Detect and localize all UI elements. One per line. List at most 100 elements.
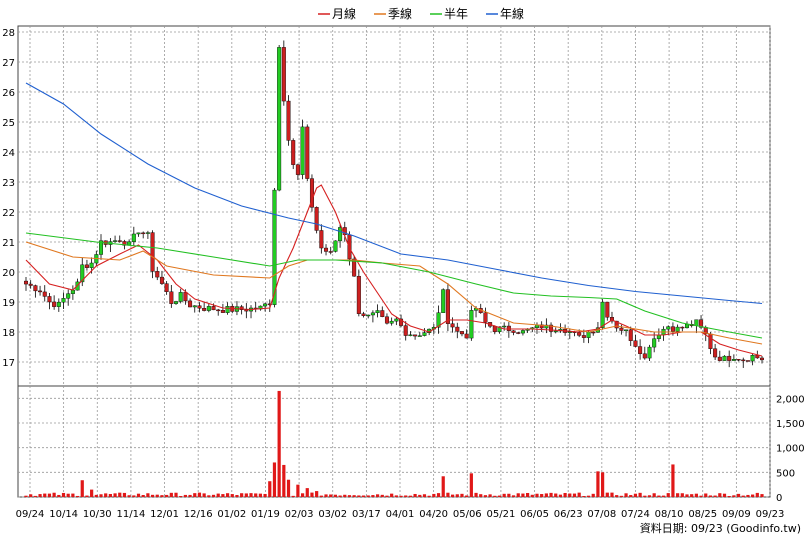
volume-bar xyxy=(202,493,206,497)
candle-body xyxy=(314,207,319,231)
volume-bar xyxy=(521,493,525,497)
date-tick-label: 12/01 xyxy=(150,509,179,520)
candle-body xyxy=(722,355,727,361)
volume-bar xyxy=(422,494,427,497)
candle-body xyxy=(89,262,94,268)
volume-bar xyxy=(315,491,319,497)
volume-bar xyxy=(436,493,441,497)
candle-body xyxy=(633,340,638,347)
volume-bar xyxy=(493,495,497,497)
candle-body xyxy=(399,318,404,326)
candle-body xyxy=(549,324,554,332)
candle-body xyxy=(197,305,202,309)
date-tick-label: 07/24 xyxy=(621,509,650,520)
volume-bar xyxy=(474,492,478,497)
candle-body xyxy=(760,357,765,361)
volume-bar xyxy=(272,462,277,497)
volume-bar xyxy=(118,492,122,497)
candle-body xyxy=(216,309,221,312)
volume-bar xyxy=(43,493,47,497)
candle-body xyxy=(192,305,197,308)
volume-bar xyxy=(507,493,511,497)
volume-bar xyxy=(165,494,169,497)
volume-bar xyxy=(680,493,684,497)
volume-tick-label: 0 xyxy=(776,493,782,504)
candle-body xyxy=(159,276,164,284)
volume-bar xyxy=(169,492,173,497)
volume-bar xyxy=(441,476,445,497)
volume-bar xyxy=(554,493,558,497)
candle-body xyxy=(263,303,268,307)
candle-body xyxy=(356,275,361,314)
candle-body xyxy=(211,306,216,311)
candle-body xyxy=(155,271,160,278)
candle-body xyxy=(717,356,722,361)
candle-body xyxy=(619,327,624,331)
price-tick-label: 27 xyxy=(2,58,15,69)
volume-bar xyxy=(371,495,375,497)
volume-bar xyxy=(230,494,234,497)
candle-body xyxy=(450,323,455,328)
candle-body xyxy=(605,301,610,318)
volume-bar xyxy=(652,493,656,497)
candle-body xyxy=(75,281,80,291)
volume-bar xyxy=(333,494,338,497)
candle-body xyxy=(174,301,179,304)
date-tick-label: 09/09 xyxy=(722,509,751,520)
volume-bar xyxy=(708,495,713,497)
volume-bar xyxy=(418,494,422,497)
volume-bar xyxy=(408,495,413,497)
candle-body xyxy=(380,310,385,317)
volume-bar xyxy=(511,495,516,497)
candle-body xyxy=(319,230,324,249)
volume-bar xyxy=(277,390,281,497)
candle-body xyxy=(553,330,558,333)
volume-bar xyxy=(751,494,755,497)
candle-body xyxy=(684,324,689,329)
volume-bar xyxy=(577,492,581,497)
volume-bar xyxy=(460,493,464,497)
volume-bar xyxy=(132,495,136,497)
volume-bar xyxy=(352,495,356,497)
volume-bar xyxy=(324,494,328,497)
candle-body xyxy=(291,140,296,165)
candle-body xyxy=(403,325,408,336)
candle-body xyxy=(520,330,525,334)
volume-bar xyxy=(657,495,661,497)
price-tick-label: 26 xyxy=(2,88,15,99)
price-tick-label: 17 xyxy=(2,358,15,369)
candle-body xyxy=(225,306,230,313)
volume-bar xyxy=(244,493,248,497)
volume-bar xyxy=(488,494,492,497)
candle-body xyxy=(699,319,704,328)
volume-bar xyxy=(544,493,548,497)
candle-body xyxy=(600,301,605,328)
candle-body xyxy=(169,291,174,304)
volume-bar xyxy=(146,493,150,497)
candle-body xyxy=(375,310,380,314)
volume-bar xyxy=(29,494,33,497)
price-tick-label: 20 xyxy=(2,268,15,279)
candle-body xyxy=(713,348,718,358)
date-tick-label: 01/19 xyxy=(251,509,280,520)
volume-bar xyxy=(572,493,577,497)
candle-body xyxy=(244,309,249,312)
date-tick-label: 03/17 xyxy=(352,509,381,520)
date-tick-label: 05/06 xyxy=(453,509,482,520)
candle-body xyxy=(122,241,127,246)
legend-label-1: 月線 xyxy=(332,6,356,21)
candle-body xyxy=(277,47,282,191)
volume-bar xyxy=(586,495,591,497)
volume-bar xyxy=(596,471,600,497)
volume-bar xyxy=(666,493,670,497)
candle-body xyxy=(506,325,511,331)
volume-bar xyxy=(47,493,52,497)
candle-body xyxy=(33,285,38,292)
candle-body xyxy=(647,346,652,359)
volume-bar xyxy=(427,495,431,497)
candle-body xyxy=(464,333,469,339)
price-grid xyxy=(18,26,771,386)
candle-body xyxy=(586,331,591,338)
volume-bar xyxy=(694,493,698,497)
volume-bar xyxy=(197,492,202,497)
